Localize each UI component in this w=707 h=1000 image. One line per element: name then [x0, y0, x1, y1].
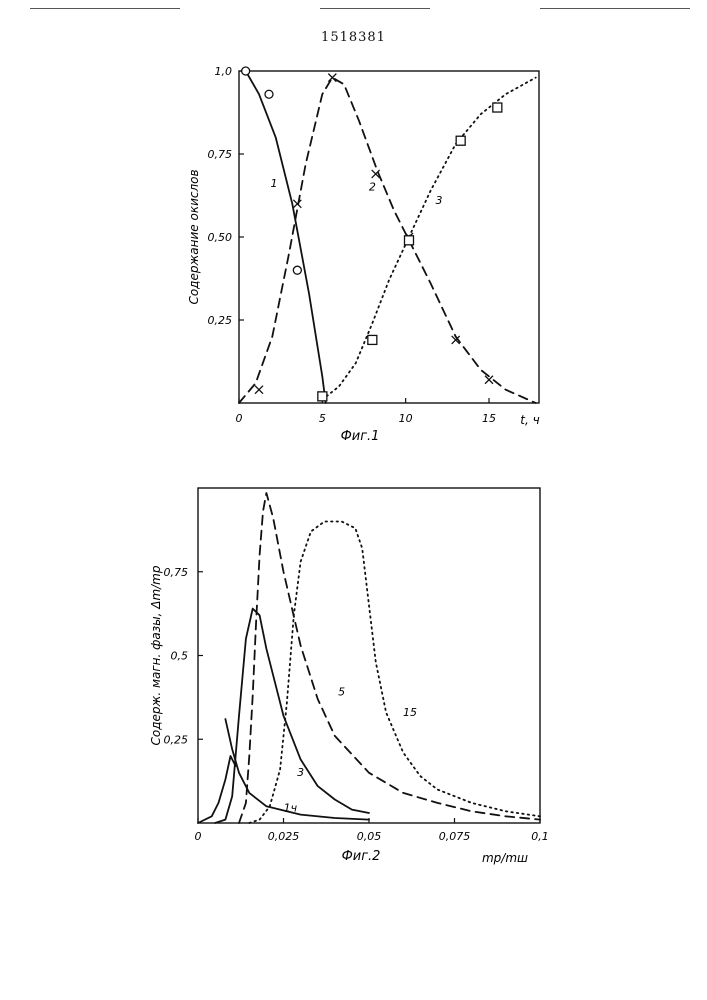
- fig1-y-tick-label-0: 0,25: [208, 314, 233, 327]
- fig1-caption: Фиг.1: [341, 429, 380, 444]
- fig2-series-1ч-line-1: [198, 756, 236, 823]
- fig1-y-tick-label-1: 0,50: [208, 231, 233, 244]
- fig1-series-2-point-0: [255, 386, 263, 394]
- fig2-y-axis-label: Содерж. магн. фазы, Δm/mр: [149, 565, 163, 745]
- fig2-y-tick-label-0: 0,25: [164, 733, 189, 746]
- fig1-x-tick-label-1: 5: [319, 412, 326, 425]
- fig2-series-15-line-0: [249, 522, 540, 824]
- fig1-y-tick-label-3: 1,0: [215, 65, 233, 78]
- fig1-series-3-point-0: [318, 392, 327, 401]
- fig1-series-1-point-0: [242, 67, 250, 75]
- fig1-x-tick-label-2: 10: [399, 412, 413, 425]
- fig1-series-1-line-0: [246, 71, 326, 403]
- fig2-series-3-line-0: [215, 609, 369, 823]
- fig1-series-3-label: 3: [436, 194, 443, 207]
- fig2-series-5-line-0: [239, 493, 540, 823]
- fig1-series-2-label: 2: [369, 181, 376, 194]
- fig1-x-axis-label: t, ч: [520, 413, 539, 427]
- fig1-y-tick-label-2: 0,75: [208, 148, 233, 161]
- fig1-series-3-line-0: [322, 78, 535, 400]
- fig1-series-2-point-2: [328, 74, 336, 82]
- fig1-series-3-point-4: [493, 103, 502, 112]
- fig1-y-axis-label: Содержание окислов: [187, 169, 201, 304]
- fig2-x-axis-label: mp/mш: [482, 851, 528, 865]
- fig1-series-2-point-1: [293, 200, 301, 208]
- fig1-chart: 0 5 10 15 0,25 0,50 0,75 1,0 Содержание окислов t…: [187, 65, 540, 444]
- fig2-x-tick-label-1: 0,025: [268, 830, 300, 843]
- fig2-x-tick-label-4: 0,1: [531, 830, 549, 843]
- fig1-x-tick-label-3: 15: [482, 412, 496, 425]
- fig2-chart: 0 0,025 0,05 0,075 0,1 0,25 0,5 0,75Содерж. маг…: [149, 488, 549, 865]
- fig2-series-1ч-label: 1ч: [284, 801, 298, 814]
- fig2-y-tick-label-2: 0,75: [164, 566, 189, 579]
- fig1-series-2-line-0: [239, 78, 536, 403]
- fig2-series-3-label: 3: [297, 766, 304, 779]
- fig1-x-tick-label-0: 0: [236, 412, 243, 425]
- fig1-series-3-point-3: [456, 136, 465, 145]
- fig2-series-5-label: 5: [338, 686, 345, 699]
- fig1-series-1-point-2: [293, 266, 301, 274]
- fig2-x-tick-label-2: 0,05: [357, 830, 382, 843]
- fig2-series-15-label: 15: [403, 706, 417, 719]
- fig2-x-tick-label-3: 0,075: [439, 830, 471, 843]
- fig1-series-3-point-2: [405, 236, 414, 245]
- fig2-x-tick-label-0: 0: [195, 830, 202, 843]
- fig1-series-1-label: 1: [271, 177, 278, 190]
- fig2-y-tick-label-1: 0,5: [171, 650, 189, 663]
- fig1-series-1-point-1: [265, 90, 273, 98]
- fig1-plot-frame: [239, 71, 539, 403]
- fig1-series-3-point-1: [368, 335, 377, 344]
- fig2-caption: Фиг.2: [342, 849, 381, 864]
